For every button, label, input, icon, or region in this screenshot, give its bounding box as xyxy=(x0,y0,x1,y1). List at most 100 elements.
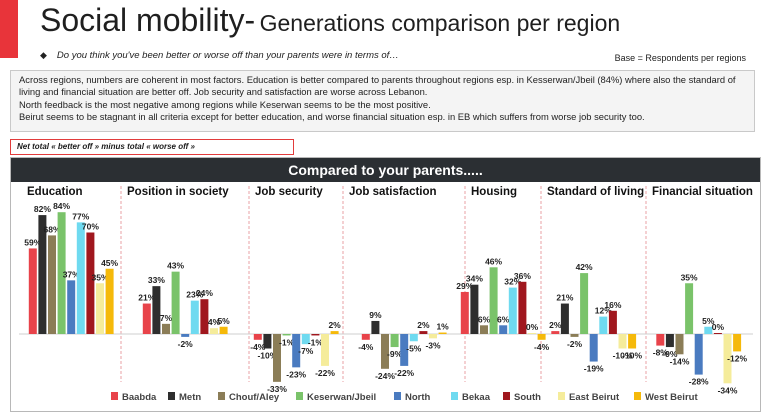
bar xyxy=(263,334,272,349)
bar xyxy=(694,334,703,375)
legend-swatch xyxy=(394,392,401,400)
bar xyxy=(419,331,428,334)
data-label: 21% xyxy=(556,293,573,303)
legend-swatch xyxy=(451,392,458,400)
data-label: 2% xyxy=(328,320,341,330)
legend-label: Baabda xyxy=(122,392,157,403)
legend-label: South xyxy=(514,392,541,403)
bar xyxy=(152,286,161,334)
data-label: -5% xyxy=(406,343,422,353)
data-label: -2% xyxy=(178,339,194,349)
bar xyxy=(685,283,694,334)
bar xyxy=(713,333,722,334)
bar xyxy=(311,334,320,336)
insights-box: Across regions, numbers are coherent in … xyxy=(10,70,755,132)
legend-swatch xyxy=(111,392,118,400)
legend-label: Chouf/Aley xyxy=(229,392,280,403)
bar xyxy=(282,334,291,336)
data-label: 7% xyxy=(160,313,173,323)
data-label: 70% xyxy=(82,222,99,232)
bar xyxy=(489,267,498,334)
bar xyxy=(381,334,389,369)
bar xyxy=(537,334,546,340)
bar xyxy=(38,215,47,334)
bar xyxy=(589,334,598,362)
data-label: 1% xyxy=(436,322,449,332)
bar xyxy=(508,287,517,334)
data-label: -7% xyxy=(298,346,314,356)
bar xyxy=(438,332,447,334)
bar xyxy=(480,325,488,334)
bar xyxy=(301,334,310,345)
category-label: Financial situation xyxy=(652,186,753,198)
data-label: 6% xyxy=(497,314,510,324)
bar xyxy=(96,283,104,334)
bar xyxy=(67,280,76,334)
bar xyxy=(460,291,469,334)
data-label: -12% xyxy=(727,353,747,363)
chart-definition-note: Net total « better off » minus total « w… xyxy=(10,139,294,155)
data-label: -10% xyxy=(257,351,277,361)
bar xyxy=(105,268,114,334)
data-label: -33% xyxy=(267,384,287,394)
data-label: 0% xyxy=(712,322,725,332)
bar xyxy=(551,331,560,334)
data-label: 82% xyxy=(34,204,51,214)
page-title-sub: Generations comparison per region xyxy=(259,10,621,36)
bar xyxy=(723,334,732,384)
bar xyxy=(570,334,579,337)
bar xyxy=(200,299,209,334)
category-label: Job satisfaction xyxy=(349,186,437,198)
bar xyxy=(28,248,37,334)
bar xyxy=(171,271,180,334)
bar xyxy=(390,334,399,348)
category-label: Education xyxy=(27,186,83,198)
data-label: 4% xyxy=(208,317,221,327)
data-label: -19% xyxy=(584,364,604,374)
data-label: 2% xyxy=(417,320,430,330)
base-note: Base = Respondents per regions xyxy=(614,53,746,63)
data-label: 2% xyxy=(549,320,562,330)
bar xyxy=(499,325,508,334)
bar xyxy=(57,212,66,334)
category-label: Housing xyxy=(471,186,517,198)
data-label: -1% xyxy=(279,337,295,347)
data-label: 59% xyxy=(24,237,41,247)
data-label: -9% xyxy=(662,349,678,359)
bar xyxy=(580,273,589,334)
data-label: 68% xyxy=(43,224,60,234)
category-label: Position in society xyxy=(127,186,229,198)
survey-question-text: Do you think you've been better or worse… xyxy=(56,50,399,61)
data-label: 0% xyxy=(526,322,539,332)
bar xyxy=(361,334,370,340)
data-label: -8% xyxy=(653,348,669,358)
grouped-bar-chart: Education 59% 82% 68% 84% 37% 77%70% 35% 45% Posi… xyxy=(19,186,753,403)
bar xyxy=(48,235,56,334)
chart-panel: Compared to your parents..... Education 5… xyxy=(10,157,761,412)
legend-swatch xyxy=(634,392,641,400)
data-label: -24% xyxy=(375,371,395,381)
insight-line: Beirut seems to be stagnant in all crite… xyxy=(19,111,645,123)
bar xyxy=(704,326,713,334)
bar xyxy=(210,328,218,334)
legend-swatch xyxy=(558,392,565,400)
legend-label: East Beirut xyxy=(569,392,620,403)
legend-swatch xyxy=(503,392,510,400)
page-title-main: Social mobility- xyxy=(40,2,256,38)
bar xyxy=(400,334,409,366)
legend-swatch xyxy=(168,392,175,400)
legend-label: West Beirut xyxy=(645,392,698,403)
bar xyxy=(219,326,228,334)
bar xyxy=(181,334,190,337)
data-label: -23% xyxy=(286,369,306,379)
bar xyxy=(618,334,627,349)
bar xyxy=(518,281,527,334)
data-label: -4% xyxy=(358,342,374,352)
data-label: -3% xyxy=(425,340,441,350)
data-label: 23% xyxy=(186,290,203,300)
bar xyxy=(675,334,684,355)
bar xyxy=(162,323,170,334)
data-label: -1% xyxy=(308,337,324,347)
bar xyxy=(656,334,665,346)
data-label: 16% xyxy=(604,300,621,310)
